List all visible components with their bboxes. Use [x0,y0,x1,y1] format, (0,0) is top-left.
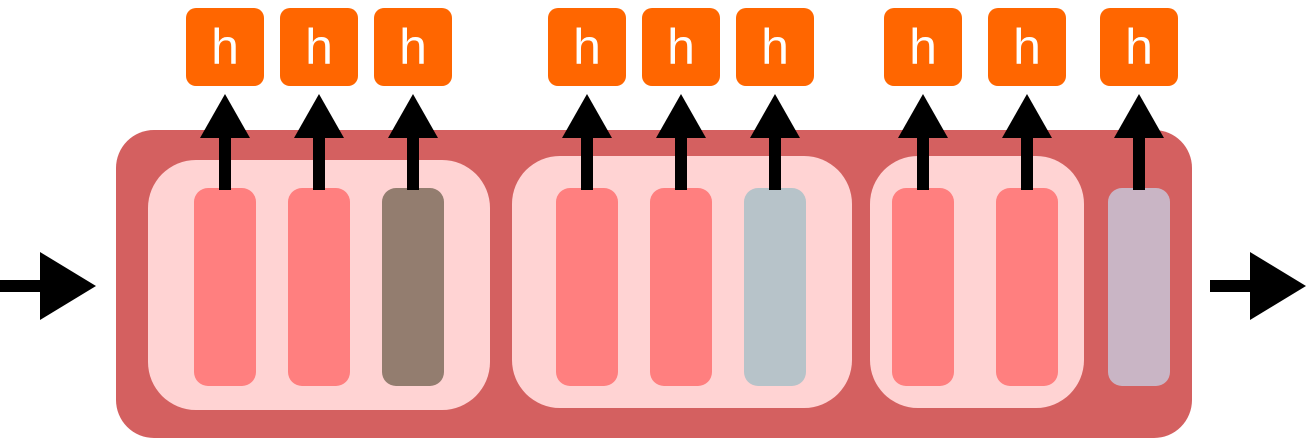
hidden-state-label: h [399,19,427,75]
hidden-state-box: h [642,8,720,86]
hidden-state-box: h [186,8,264,86]
hidden-state-label: h [211,19,239,75]
up-arrow [562,94,612,190]
cell-g1-3 [382,188,444,386]
hidden-state-box: h [736,8,814,86]
up-arrow [1002,94,1052,190]
hidden-state-box: h [884,8,962,86]
cell-extra [1108,188,1170,386]
cell-g2-1 [556,188,618,386]
hidden-state-box: h [988,8,1066,86]
cell-g1-2 [288,188,350,386]
hidden-state-label: h [667,19,695,75]
hidden-state-box: h [1100,8,1178,86]
hidden-state-box: h [280,8,358,86]
up-arrow [1114,94,1164,190]
hidden-state-label: h [573,19,601,75]
hidden-state-box: h [548,8,626,86]
hidden-state-label: h [909,19,937,75]
hidden-state-label: h [1125,19,1153,75]
hidden-state-box: h [374,8,452,86]
hidden-state-label: h [761,19,789,75]
cell-g3-2 [996,188,1058,386]
up-arrow [388,94,438,190]
cell-g2-3 [744,188,806,386]
input-arrow [0,252,96,320]
cell-g3-1 [892,188,954,386]
up-arrow [294,94,344,190]
up-arrow [200,94,250,190]
up-arrow [898,94,948,190]
up-arrow [656,94,706,190]
hidden-state-label: h [1013,19,1041,75]
cell-g2-2 [650,188,712,386]
hidden-state-label: h [305,19,333,75]
output-arrow [1210,252,1306,320]
up-arrow [750,94,800,190]
cell-g1-1 [194,188,256,386]
